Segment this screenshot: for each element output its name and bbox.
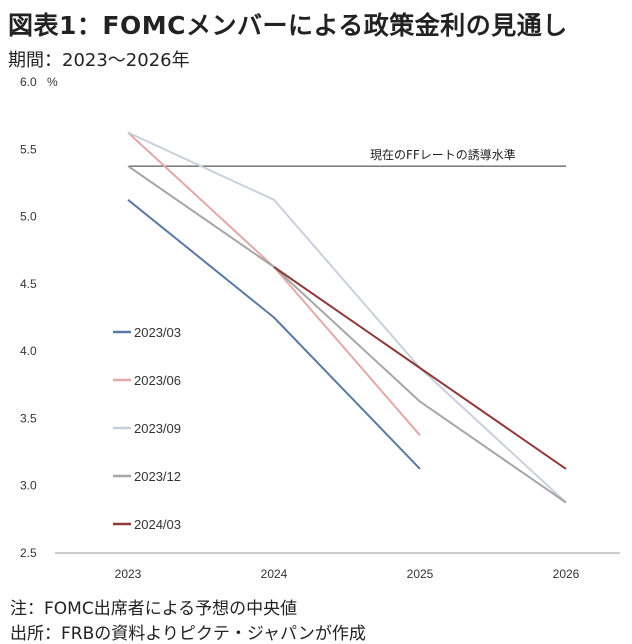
y-tick-label: 5.0	[20, 210, 37, 224]
series-line-2023-03	[127, 199, 421, 470]
y-tick-label: 6.0	[20, 75, 37, 89]
x-tick-label: 2025	[407, 567, 434, 581]
legend-label: 2024/03	[134, 517, 181, 532]
y-tick-label: 4.5	[20, 277, 37, 291]
series-line-2023-06	[127, 131, 421, 436]
series-line-2023-09	[127, 131, 567, 504]
x-tick-label: 2026	[553, 567, 580, 581]
legend-label: 2023/12	[134, 469, 181, 484]
x-tick-label: 2024	[261, 567, 288, 581]
reference-line-label: 現在のFFレートの誘導水準	[370, 147, 516, 162]
legend-label: 2023/09	[134, 421, 181, 436]
source-note: 出所：FRBの資料よりピクテ・ジャパンが作成	[10, 624, 366, 644]
y-tick-label: 4.0	[20, 344, 37, 358]
legend-label: 2023/03	[134, 325, 181, 340]
footnote: 注：FOMC出席者による予想の中央値	[10, 599, 298, 619]
y-tick-label: 2.5	[20, 546, 37, 560]
y-tick-label: 5.5	[20, 142, 37, 156]
page-title: 図表1：FOMCメンバーによる政策金利の見通し	[8, 11, 568, 40]
y-tick-label: 3.0	[20, 479, 37, 493]
y-axis-unit: %	[47, 75, 58, 89]
series-line-2023-12	[127, 165, 567, 504]
series-line-2024-03	[273, 266, 567, 470]
page-subtitle: 期間：2023～2026年	[8, 50, 190, 71]
y-tick-label: 3.5	[20, 411, 37, 425]
legend-label: 2023/06	[134, 373, 181, 388]
x-tick-label: 2023	[115, 567, 142, 581]
